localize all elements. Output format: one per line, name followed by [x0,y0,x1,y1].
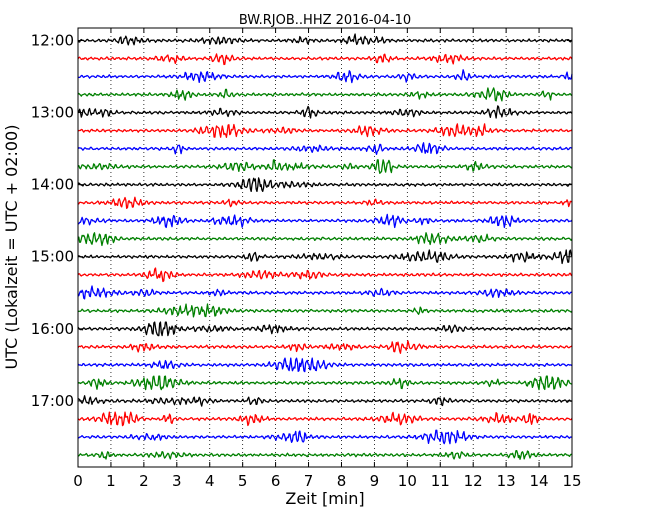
trace-17 [77,321,573,337]
plot-frame [77,27,573,468]
trace-23 [77,429,573,445]
y-tick-label: 16:00 [31,320,74,338]
x-tick-label: 14 [530,472,549,490]
trace-11 [77,213,573,229]
trace-10 [77,196,573,209]
x-tick-label: 4 [205,472,215,490]
x-tick-label: 12 [464,472,483,490]
trace-18 [77,340,573,354]
trace-8 [77,159,573,175]
trace-2 [77,53,573,66]
trace-14 [77,267,573,283]
trace-1 [77,33,573,46]
y-tick-label: 14:00 [31,176,74,194]
trace-series [77,33,573,460]
trace-24 [77,449,573,460]
trace-7 [77,142,573,155]
x-tick-label: 15 [562,472,581,490]
trace-19 [77,357,573,373]
trace-5 [77,105,573,119]
trace-4 [77,87,573,102]
x-tick-label: 1 [106,472,116,490]
trace-20 [77,375,573,391]
y-tick-label: 17:00 [31,392,74,410]
x-tick-label: 11 [431,472,450,490]
x-tick-label: 3 [172,472,182,490]
trace-6 [77,123,573,138]
trace-21 [77,395,573,407]
trace-3 [77,69,573,84]
trace-15 [77,285,573,300]
x-tick-label: 0 [73,472,83,490]
y-tick-label: 13:00 [31,104,74,122]
y-axis-label: UTC (Lokalzeit = UTC + 02:00) [2,125,21,370]
chart-title: BW.RJOB..HHZ 2016-04-10 [239,13,411,28]
x-axis-ticks: 0 1 2 3 4 5 6 7 8 9 10 11 12 13 14 15 [73,28,582,490]
x-tick-label: 13 [497,472,516,490]
x-axis-label: Zeit [min] [285,489,364,508]
trace-9 [77,177,573,193]
y-tick-label: 12:00 [31,32,74,50]
x-tick-label: 9 [370,472,380,490]
y-tick-label: 15:00 [31,248,74,266]
y-axis-ticks: 12:00 13:00 14:00 15:00 16:00 17:00 [31,32,572,410]
trace-12 [77,232,573,247]
x-tick-label: 10 [398,472,417,490]
x-tick-label: 2 [139,472,149,490]
x-tick-label: 7 [304,472,314,490]
trace-16 [77,303,573,318]
trace-13 [77,249,573,265]
x-tick-label: 8 [337,472,347,490]
trace-22 [77,411,573,427]
x-tick-label: 5 [238,472,248,490]
x-tick-label: 6 [271,472,281,490]
